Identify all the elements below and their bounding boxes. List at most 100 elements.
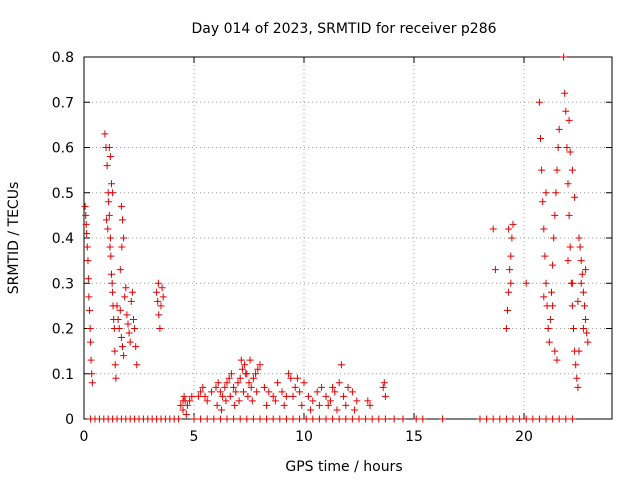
data-point — [253, 388, 261, 396]
data-point — [390, 415, 398, 423]
data-point — [271, 397, 279, 405]
data-point — [124, 320, 132, 328]
data-point — [362, 415, 370, 423]
data-point — [576, 243, 584, 251]
data-point — [223, 415, 231, 423]
data-point — [256, 361, 264, 369]
data-point — [203, 415, 211, 423]
data-point — [105, 211, 113, 219]
data-point — [128, 288, 136, 296]
y-tick-label: 0.1 — [52, 367, 74, 383]
data-point — [219, 392, 227, 400]
data-point — [216, 415, 224, 423]
data-point — [578, 270, 586, 278]
data-point — [577, 257, 585, 265]
data-point — [309, 397, 317, 405]
data-point — [539, 198, 547, 206]
data-point — [315, 401, 323, 409]
data-point — [216, 388, 224, 396]
data-point — [553, 356, 561, 364]
data-point — [502, 325, 510, 332]
data-point — [568, 166, 576, 174]
data-point — [561, 89, 569, 97]
data-point — [282, 392, 290, 400]
data-point — [106, 243, 114, 251]
data-point — [548, 288, 555, 296]
data-point — [583, 329, 591, 337]
data-point — [566, 243, 574, 251]
data-point — [293, 374, 301, 382]
data-point — [540, 225, 548, 233]
data-point — [265, 388, 273, 396]
data-point — [304, 392, 312, 400]
data-point — [516, 415, 524, 423]
axes: 0 0.1 0.2 0.3 0.4 0.5 0.6 0.7 0.8 0 5 10 15 20 — [52, 50, 613, 445]
data-point — [353, 397, 361, 405]
data-point — [570, 325, 577, 332]
y-tick-label: 0.6 — [52, 141, 74, 157]
data-point — [82, 211, 90, 219]
data-point — [190, 415, 198, 423]
data-point — [105, 198, 113, 206]
data-point — [491, 266, 499, 274]
data-point — [507, 252, 515, 260]
data-point — [116, 266, 124, 274]
chart-title: Day 014 of 2023, SRMTID for receiver p28… — [191, 21, 496, 37]
data-point — [131, 325, 139, 332]
data-point — [246, 356, 254, 364]
data-point — [125, 329, 133, 337]
data-point — [537, 134, 544, 142]
data-point — [577, 279, 585, 287]
data-point — [342, 401, 350, 409]
data-point — [509, 415, 517, 423]
x-tick-label: 15 — [405, 429, 423, 445]
data-point — [380, 379, 388, 387]
data-point — [132, 343, 140, 351]
data-point — [529, 415, 537, 423]
data-point — [113, 302, 121, 310]
data-points — [81, 53, 592, 423]
x-tick-label: 20 — [515, 429, 533, 445]
data-point — [333, 406, 341, 414]
data-point — [221, 383, 229, 391]
y-tick-label: 0 — [65, 412, 74, 428]
data-point — [179, 406, 187, 414]
y-tick-label: 0.3 — [52, 276, 74, 292]
data-point — [108, 180, 115, 188]
data-point — [505, 288, 513, 296]
data-point — [507, 279, 515, 287]
data-point — [249, 374, 257, 382]
data-point — [223, 379, 231, 387]
data-point — [158, 284, 166, 292]
data-point — [102, 216, 110, 224]
data-point — [568, 415, 576, 423]
data-point — [344, 383, 352, 391]
data-point — [560, 53, 568, 61]
data-point — [496, 415, 504, 423]
data-point — [368, 415, 376, 423]
data-point — [86, 325, 94, 332]
data-point — [579, 325, 587, 332]
x-tick-label: 5 — [190, 429, 199, 445]
data-point — [213, 401, 221, 409]
data-point — [307, 406, 315, 414]
data-point — [85, 293, 93, 301]
data-point — [313, 388, 321, 396]
data-point — [247, 383, 255, 391]
data-point — [154, 279, 162, 287]
data-point — [348, 415, 356, 423]
data-point — [552, 189, 560, 197]
data-point — [159, 293, 167, 301]
data-point — [208, 388, 216, 396]
data-point — [122, 284, 130, 292]
data-point — [230, 383, 238, 391]
data-point — [575, 347, 583, 355]
data-point — [535, 98, 543, 106]
data-point — [177, 401, 185, 409]
data-point — [108, 270, 115, 278]
data-point — [564, 180, 572, 188]
y-tick-label: 0.5 — [52, 186, 74, 202]
data-point — [201, 392, 209, 400]
data-point — [107, 252, 115, 260]
data-point — [505, 225, 513, 233]
